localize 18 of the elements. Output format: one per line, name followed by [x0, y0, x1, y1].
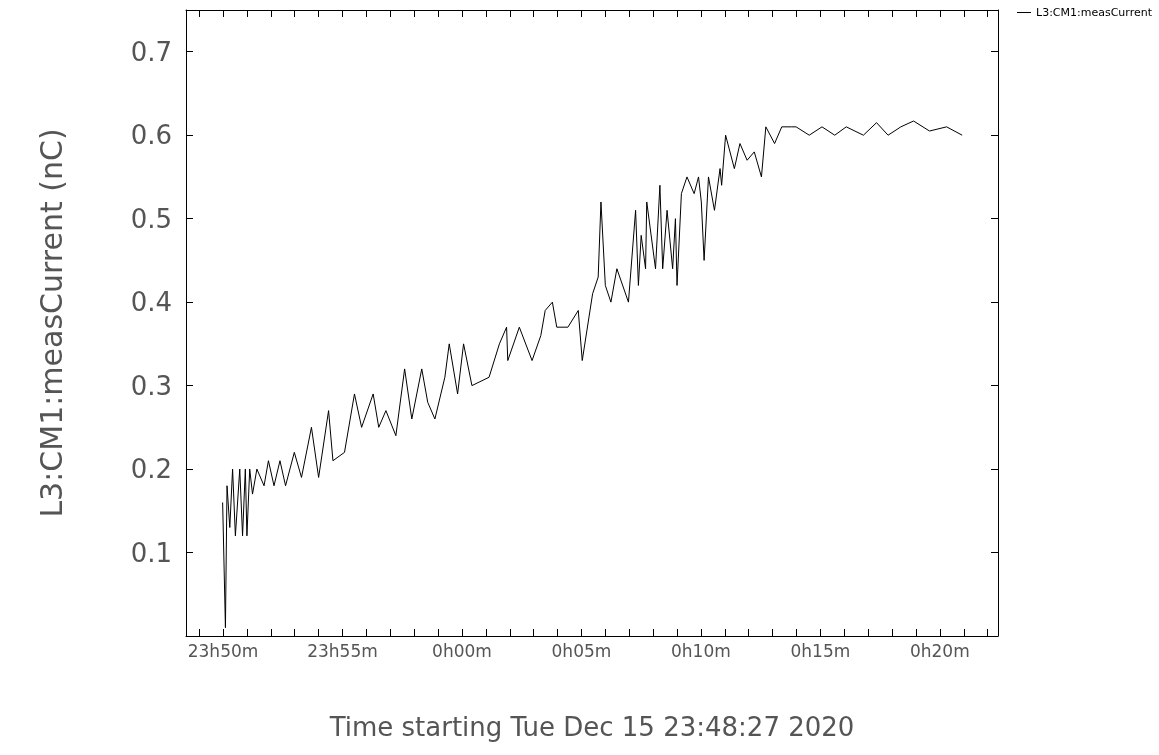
y-tick-label: 0.6: [130, 120, 172, 151]
x-tick-label: 0h00m: [432, 640, 492, 661]
y-tick-label: 0.7: [130, 36, 172, 67]
x-tick-label: 23h55m: [307, 640, 378, 661]
y-tick-label: 0.5: [130, 203, 172, 234]
line-series: [222, 120, 963, 629]
x-tick-label: 23h50m: [187, 640, 259, 661]
x-axis-title: Time starting Tue Dec 15 23:48:27 2020: [328, 712, 855, 742]
x-tick-label: 0h15m: [790, 640, 851, 661]
y-tick-label: 0.1: [130, 537, 172, 568]
y-tick-label: 0.4: [130, 287, 172, 318]
y-tick-label: 0.3: [130, 370, 172, 401]
legend-label: L3:CM1:measCurrent: [1036, 6, 1153, 19]
y-axis-title: L3:CM1:measCurrent (nC): [33, 128, 69, 518]
x-tick-label: 0h20m: [909, 640, 970, 661]
y-tick-label: 0.2: [130, 454, 172, 485]
x-tick-label: 0h05m: [551, 640, 612, 661]
x-tick-label: 0h10m: [671, 640, 731, 661]
